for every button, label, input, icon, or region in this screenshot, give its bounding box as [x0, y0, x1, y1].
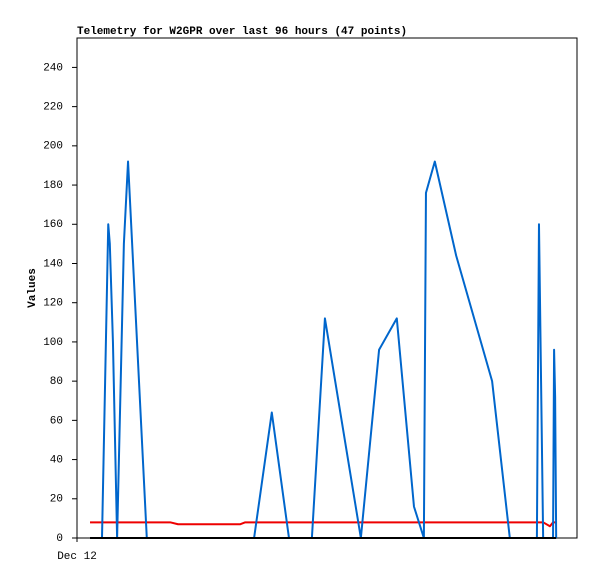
chart-title: Telemetry for W2GPR over last 96 hours (…: [77, 26, 407, 38]
y-tick-label: 200: [43, 141, 63, 153]
y-tick-label: 120: [43, 298, 63, 310]
y-tick-label: 60: [50, 415, 63, 427]
y-tick-label: 160: [43, 219, 63, 231]
y-tick-label: 0: [56, 533, 63, 545]
y-tick-label: 140: [43, 258, 63, 270]
y-tick-label: 240: [43, 62, 63, 74]
y-tick-label: 80: [50, 376, 63, 388]
y-tick-label: 220: [43, 102, 63, 114]
y-tick-label: 100: [43, 337, 63, 349]
y-tick-label: 20: [50, 494, 63, 506]
series-line: [90, 160, 558, 539]
x-tick-label: Dec 12: [57, 551, 97, 563]
y-tick-label: 40: [50, 454, 63, 466]
y-tick-label: 180: [43, 180, 63, 192]
series-line: [90, 521, 557, 528]
y-axis-label: Values: [27, 268, 39, 308]
